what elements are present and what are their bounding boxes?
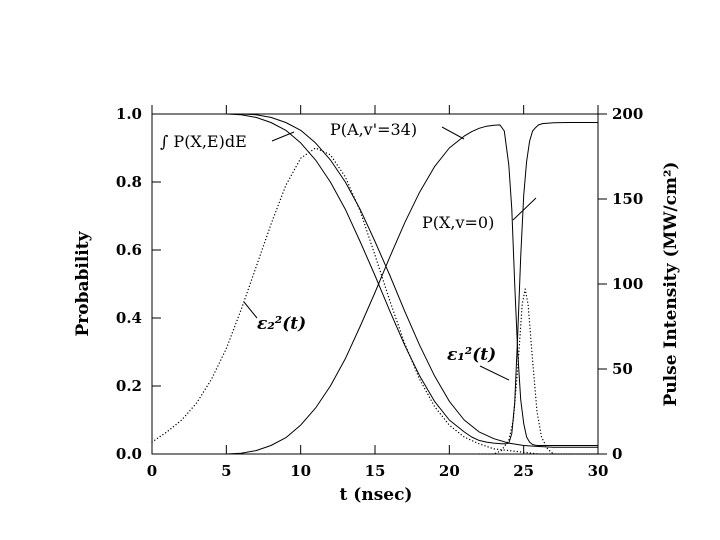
plot-area-border [151, 113, 599, 455]
y2-tick-label: 50 [612, 360, 633, 378]
leader-e2 [243, 301, 258, 319]
annotation-e2: ε₂²(t) [257, 314, 306, 334]
x-tick-label: 30 [588, 462, 609, 480]
annotation-e1: ε₁²(t) [447, 345, 496, 365]
y-tick-label: 0.8 [116, 173, 142, 191]
x-tick-label: 25 [513, 462, 534, 480]
series-line-t [151, 147, 599, 455]
x-tick-label: 5 [221, 462, 231, 480]
leader-px-v0 [512, 197, 537, 221]
y2-tick-label: 150 [612, 190, 643, 208]
series-line-p-x-v-0 [151, 113, 599, 445]
series-line-p-x-e-de [225, 113, 599, 448]
y2-tick-label: 0 [612, 445, 622, 463]
plot-frame [151, 113, 599, 455]
y2-axis-title: Pulse Intensity (MW/cm²) [661, 162, 681, 407]
annotation-integral-p: ∫ P(X,E)dE [160, 132, 247, 151]
tick-layer: 0 5 10 15 20 25 30 0.0 0.2 0.4 0.6 0.8 1.0 0 50 100 150 2… [116, 105, 643, 480]
annotation-pa-v34: P(A,v'=34) [330, 120, 417, 139]
y-tick-label: 1.0 [116, 105, 142, 123]
x-tick-label: 15 [365, 462, 386, 480]
series-layer [151, 113, 599, 455]
x-tick-label: 20 [439, 462, 460, 480]
y-tick-label: 0.4 [116, 309, 142, 327]
series-line-t [478, 288, 599, 455]
y2-tick-label: 200 [612, 105, 643, 123]
y2-tick-label: 100 [612, 275, 643, 293]
y-tick-label: 0.6 [116, 241, 142, 259]
y-axis-title: Probability [73, 230, 93, 336]
leader-pa-v34 [441, 126, 465, 140]
annotation-px-v0: P(X,v=0) [422, 213, 494, 232]
series-line-p-a-v-34 [151, 124, 599, 455]
leader-e1 [479, 365, 510, 381]
leader-integral-p [271, 131, 295, 142]
y-tick-label: 0.0 [116, 445, 142, 463]
y-tick-label: 0.2 [116, 377, 142, 395]
x-tick-label: 10 [290, 462, 311, 480]
x-tick-label: 0 [147, 462, 157, 480]
x-axis-title: t (nsec) [340, 485, 413, 505]
